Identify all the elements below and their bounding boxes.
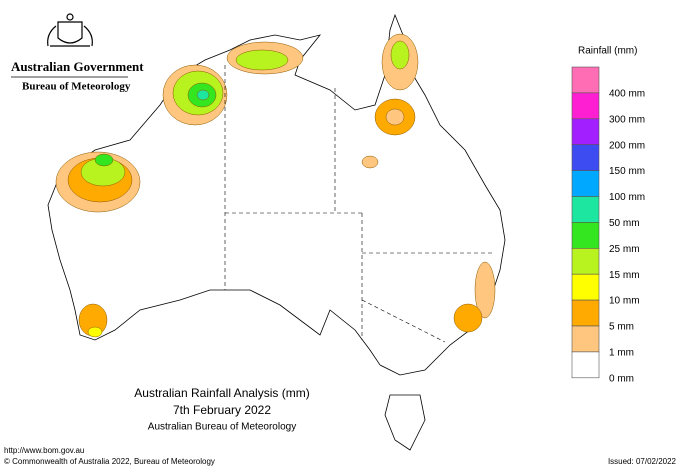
legend-swatch <box>571 170 600 197</box>
agency-name: Bureau of Meteorology <box>22 81 131 93</box>
legend-swatch <box>571 196 600 223</box>
footer-issued: Issued: 07/02/2022 <box>608 457 677 466</box>
caption-source: Australian Bureau of Meteorology <box>148 422 296 433</box>
legend-label: 10 mm <box>609 296 640 307</box>
legend-swatch <box>571 325 600 353</box>
legend-swatch <box>571 273 600 301</box>
legend-label: 15 mm <box>609 270 640 281</box>
rainfall-areas <box>55 33 496 338</box>
footer-url[interactable]: http://www.bom.gov.au <box>4 446 84 455</box>
legend-label: 1 mm <box>609 348 634 359</box>
legend-label: 25 mm <box>609 244 640 255</box>
tasmania <box>384 394 426 451</box>
legend-label: 5 mm <box>609 322 634 333</box>
footer-copyright: © Commonwealth of Australia 2022, Bureau… <box>4 457 215 466</box>
legend-swatch <box>571 222 600 249</box>
legend-label: 400 mm <box>609 89 645 100</box>
legend-label: 0 mm <box>609 373 634 384</box>
legend-label: 150 mm <box>609 166 645 177</box>
legend-label: 200 mm <box>609 140 645 151</box>
legend-swatch <box>571 66 600 94</box>
legend-title: Rainfall (mm) <box>578 46 637 57</box>
legend-swatch <box>571 118 600 146</box>
government-name: Australian Government <box>11 59 144 74</box>
legend-swatch <box>571 92 600 120</box>
legend-swatch <box>571 248 600 275</box>
legend-swatch <box>571 299 600 327</box>
legend-label: 50 mm <box>609 218 640 229</box>
state-borders <box>224 65 495 343</box>
legend-swatch <box>571 144 600 171</box>
legend-swatch <box>571 351 600 379</box>
caption-title: Australian Rainfall Analysis (mm) <box>134 386 309 400</box>
crest <box>47 13 93 47</box>
caption-date: 7th February 2022 <box>173 403 271 417</box>
legend: 400 mm 300 mm 200 mm 150 mm 100 mm 50 mm 25 mm… <box>571 66 645 384</box>
legend-label: 100 mm <box>609 192 645 203</box>
legend-label: 300 mm <box>609 114 645 125</box>
